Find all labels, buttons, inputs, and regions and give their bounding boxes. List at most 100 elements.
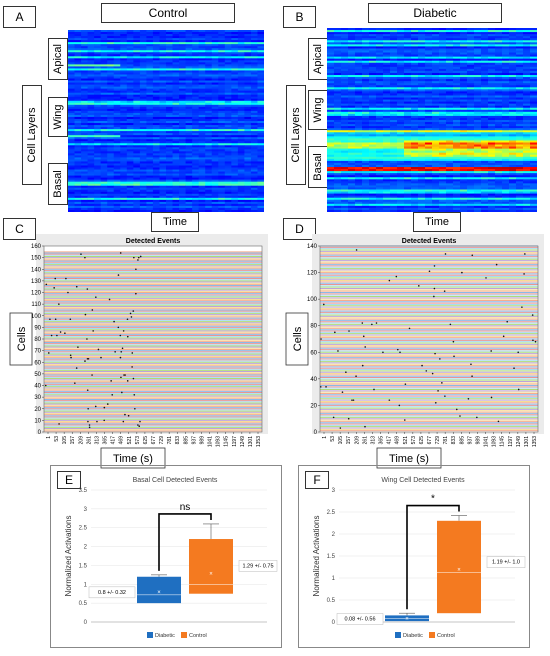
heatmap-a-layer-wing: Wing [48, 97, 68, 137]
heatmap-cell [107, 145, 115, 148]
heatmap-cell [139, 30, 147, 33]
heatmap-cell [159, 108, 167, 112]
heatmap-cell [211, 98, 219, 102]
heatmap-cell [205, 137, 213, 140]
heatmap-cell [397, 162, 405, 166]
heatmap-cell [179, 58, 186, 61]
heatmap-cell [172, 175, 180, 178]
heatmap-cell [244, 199, 252, 203]
heatmap-cell [94, 78, 101, 81]
heatmap-cell [100, 173, 108, 176]
heatmap-cell [237, 203, 245, 207]
heatmap-cell [218, 159, 226, 162]
heatmap-cell [218, 44, 226, 47]
heatmap-cell [74, 133, 82, 136]
heatmap-cell [211, 74, 219, 77]
heatmap-cell [107, 60, 115, 63]
heatmap-cell [198, 106, 206, 110]
heatmap-cell [390, 44, 398, 47]
heatmap-cell [432, 36, 440, 39]
heatmap-cell [94, 70, 101, 73]
heatmap-cell [146, 131, 154, 134]
heatmap-cell [192, 145, 199, 148]
heatmap-cell [404, 66, 412, 70]
heatmap-cell [211, 88, 219, 91]
heatmap-cell [107, 112, 115, 116]
heatmap-cell [152, 133, 160, 136]
heatmap-cell [439, 136, 447, 139]
heatmap-cell [192, 76, 199, 79]
heatmap-cell [107, 42, 115, 45]
heatmap-cell [502, 130, 510, 133]
heatmap-cell [237, 30, 245, 33]
heatmap-cell [355, 158, 363, 162]
heatmap-cell [74, 125, 82, 128]
heatmap-cell [481, 124, 489, 127]
heatmap-cell [369, 46, 377, 49]
heatmap-cell [502, 138, 510, 141]
heatmap-cell [334, 62, 342, 66]
heatmap-cell [192, 82, 199, 85]
heatmap-cell [81, 88, 88, 91]
heatmap-cell [152, 100, 160, 104]
heatmap-cell [425, 83, 433, 86]
heatmap-cell [446, 30, 454, 33]
heatmap-cell [198, 110, 206, 114]
heatmap-cell [224, 50, 232, 53]
heatmap-cell [383, 156, 391, 160]
heatmap-cell [126, 90, 134, 93]
heatmap-cell [126, 189, 134, 193]
heatmap-cell [376, 81, 384, 84]
heatmap-cell [383, 140, 391, 143]
heatmap-cell [523, 134, 531, 137]
heatmap-cell [192, 177, 199, 180]
heatmap-cell [192, 78, 199, 81]
heatmap-cell [411, 38, 419, 41]
heatmap-cell [376, 107, 384, 111]
heatmap-cell [348, 77, 356, 80]
heatmap-cell [376, 124, 384, 127]
heatmap-cell [126, 143, 134, 146]
heatmap-cell [369, 162, 377, 166]
heatmap-cell [107, 177, 115, 180]
heatmap-cell [205, 183, 213, 187]
heatmap-cell [172, 88, 180, 91]
heatmap-cell [94, 177, 101, 180]
heatmap-cell [68, 34, 75, 37]
heatmap-cell [81, 80, 88, 83]
heatmap-cell [185, 177, 193, 180]
heatmap-cell [244, 159, 252, 162]
heatmap-cell [509, 160, 517, 164]
heatmap-cell [467, 93, 475, 96]
heatmap-cell [474, 126, 482, 129]
heatmap-cell [87, 114, 95, 118]
heatmap-cell [488, 93, 496, 96]
heatmap-cell [224, 94, 232, 98]
heatmap-cell [120, 58, 128, 61]
heatmap-cell [152, 135, 160, 138]
heatmap-cell [334, 52, 342, 55]
heatmap-cell [179, 116, 186, 120]
heatmap-cell [224, 199, 232, 203]
heatmap-cell [218, 84, 226, 87]
heatmap-cell [509, 62, 517, 66]
heatmap-cell [257, 70, 264, 73]
heatmap-cell [87, 98, 95, 102]
heatmap-cell [509, 126, 517, 129]
heatmap-cell [94, 167, 101, 170]
heatmap-cell [376, 46, 384, 49]
panel-letter-a: A [3, 6, 36, 28]
heatmap-cell [68, 123, 75, 126]
heatmap-cell [404, 77, 412, 80]
heatmap-cell [231, 143, 239, 146]
heatmap-cell [530, 150, 537, 154]
heatmap-cell [376, 36, 384, 39]
heatmap-cell [250, 76, 258, 79]
heatmap-cell [113, 163, 121, 166]
heatmap-cell [100, 96, 108, 100]
heatmap-cell [205, 68, 213, 71]
heatmap-cell [523, 83, 531, 86]
heatmap-cell [224, 161, 232, 164]
heatmap-cell [244, 36, 252, 39]
heatmap-cell [446, 130, 454, 133]
